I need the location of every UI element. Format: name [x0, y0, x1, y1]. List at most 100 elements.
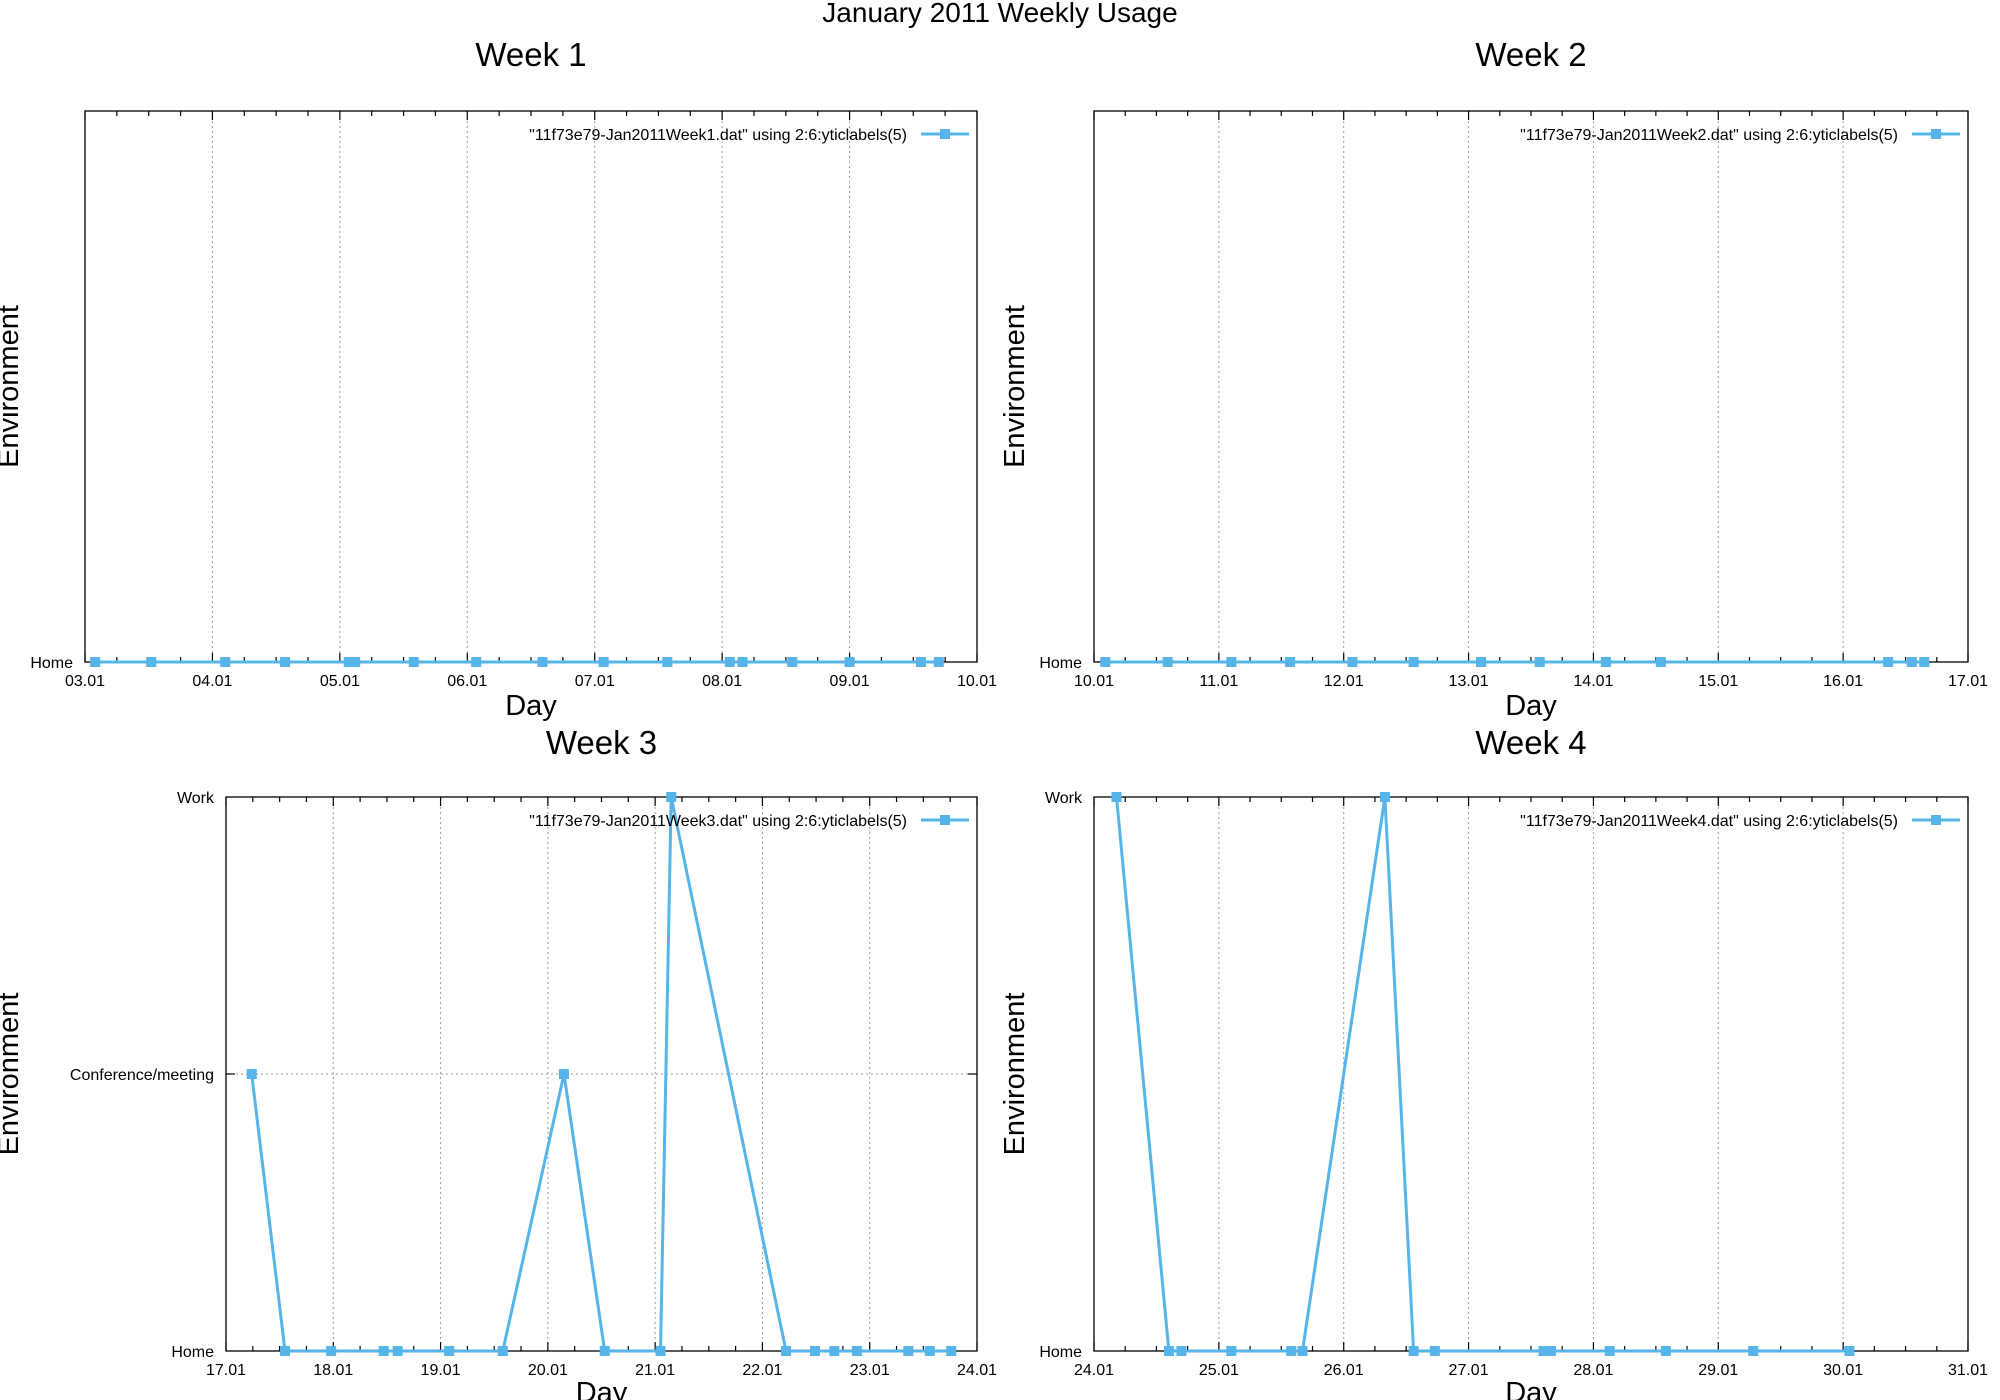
- data-point: [350, 657, 361, 667]
- data-point: [1883, 657, 1894, 667]
- y-axis-label: Environment: [999, 305, 1031, 468]
- data-point: [915, 657, 926, 667]
- data-point: [666, 792, 677, 802]
- data-point: [1538, 1346, 1549, 1356]
- data-point: [1408, 657, 1419, 667]
- y-axis-label: Environment: [0, 305, 25, 468]
- x-tick-label: 11.01: [1199, 673, 1238, 690]
- data-point: [1844, 1346, 1855, 1356]
- x-tick-label: 31.01: [1948, 1362, 1988, 1379]
- data-point: [1226, 1346, 1237, 1356]
- data-point: [90, 657, 101, 667]
- data-point: [1655, 657, 1666, 667]
- data-point: [599, 1346, 610, 1356]
- x-tick-label: 09.01: [830, 673, 870, 690]
- x-axis-label: Day: [505, 690, 557, 722]
- data-point: [1111, 792, 1122, 802]
- data-point: [408, 657, 419, 667]
- panel-title: Week 2: [1475, 36, 1586, 73]
- data-point: [471, 657, 482, 667]
- data-point: [1285, 657, 1296, 667]
- x-tick-label: 18.01: [313, 1362, 353, 1379]
- data-point: [655, 1346, 666, 1356]
- data-point: [280, 1346, 291, 1356]
- y-tick-label: Work: [1045, 790, 1083, 807]
- data-point: [558, 1069, 569, 1079]
- x-tick-label: 20.01: [528, 1362, 568, 1379]
- data-point: [1379, 792, 1390, 802]
- data-point: [737, 657, 748, 667]
- y-axis-label: Environment: [0, 993, 25, 1156]
- data-point: [343, 657, 354, 667]
- plot-frame: [84, 110, 978, 663]
- legend-marker: [940, 129, 950, 139]
- plot-frame: [1093, 796, 1969, 1352]
- data-point: [146, 657, 157, 667]
- data-point: [1545, 1346, 1556, 1356]
- x-tick-label: 10.01: [1074, 673, 1114, 690]
- data-point: [1408, 1346, 1419, 1356]
- series-line: [250, 795, 952, 1353]
- chart-panel-4: Week 4 24.01 25.01 26.01 27.01 28.01 29.01 30.0…: [999, 724, 1988, 1400]
- y-tick-label: Home: [171, 1344, 214, 1361]
- data-point: [903, 1346, 914, 1356]
- data-point: [1176, 1346, 1187, 1356]
- data-point: [829, 1346, 840, 1356]
- data-point: [392, 1346, 403, 1356]
- y-axis-label: Environment: [999, 993, 1031, 1156]
- data-point: [1100, 657, 1111, 667]
- data-point: [1286, 1346, 1297, 1356]
- data-point: [724, 657, 735, 667]
- x-tick-label: 24.01: [1074, 1362, 1114, 1379]
- data-point: [220, 657, 231, 667]
- y-tick-label: Work: [177, 790, 215, 807]
- y-tick-label: Home: [30, 655, 73, 672]
- panel-title: Week 4: [1475, 724, 1586, 761]
- figure-title: January 2011 Weekly Usage: [822, 0, 1177, 28]
- data-point: [662, 657, 673, 667]
- data-point: [1534, 657, 1545, 667]
- data-point: [598, 657, 609, 667]
- legend-label: "11f73e79-Jan2011Week4.dat" using 2:6:yt…: [1520, 813, 1898, 830]
- data-point: [1604, 1346, 1615, 1356]
- legend-label: "11f73e79-Jan2011Week3.dat" using 2:6:yt…: [529, 813, 907, 830]
- data-point: [378, 1346, 389, 1356]
- x-tick-label: 24.01: [957, 1362, 997, 1379]
- data-point: [1226, 657, 1237, 667]
- data-point: [1660, 1346, 1671, 1356]
- x-tick-label: 23.01: [850, 1362, 890, 1379]
- data-point: [246, 1069, 257, 1079]
- x-tick-label: 06.01: [447, 673, 487, 690]
- plot-frame: [1093, 110, 1969, 663]
- x-tick-label: 26.01: [1324, 1362, 1364, 1379]
- data-point: [1429, 1346, 1440, 1356]
- x-axis-label: Day: [576, 1377, 628, 1400]
- data-point: [946, 1346, 957, 1356]
- x-tick-label: 08.01: [702, 673, 742, 690]
- data-point: [933, 657, 944, 667]
- x-tick-label: 04.01: [192, 673, 232, 690]
- x-tick-label: 16.01: [1823, 673, 1863, 690]
- x-tick-label: 19.01: [421, 1362, 461, 1379]
- data-point: [781, 1346, 792, 1356]
- data-point: [1476, 657, 1487, 667]
- x-tick-label: 07.01: [575, 673, 615, 690]
- x-tick-label: 28.01: [1573, 1362, 1613, 1379]
- data-point: [1600, 657, 1611, 667]
- x-tick-label: 22.01: [742, 1362, 782, 1379]
- x-tick-label: 03.01: [65, 673, 105, 690]
- data-point: [326, 1346, 337, 1356]
- data-point: [537, 657, 548, 667]
- data-point: [787, 657, 798, 667]
- data-point: [1919, 657, 1930, 667]
- data-point: [1297, 1346, 1308, 1356]
- data-point: [1748, 1346, 1759, 1356]
- data-point: [444, 1346, 455, 1356]
- chart-panel-1: Week 1 03.01 04.01 05.01 06.01 07.01 08.01 09.0…: [0, 36, 997, 722]
- data-point: [280, 657, 291, 667]
- y-tick-label: Home: [1039, 655, 1082, 672]
- x-axis-label: Day: [1505, 1377, 1557, 1400]
- data-point: [1162, 657, 1173, 667]
- y-tick-label: Home: [1039, 1344, 1082, 1361]
